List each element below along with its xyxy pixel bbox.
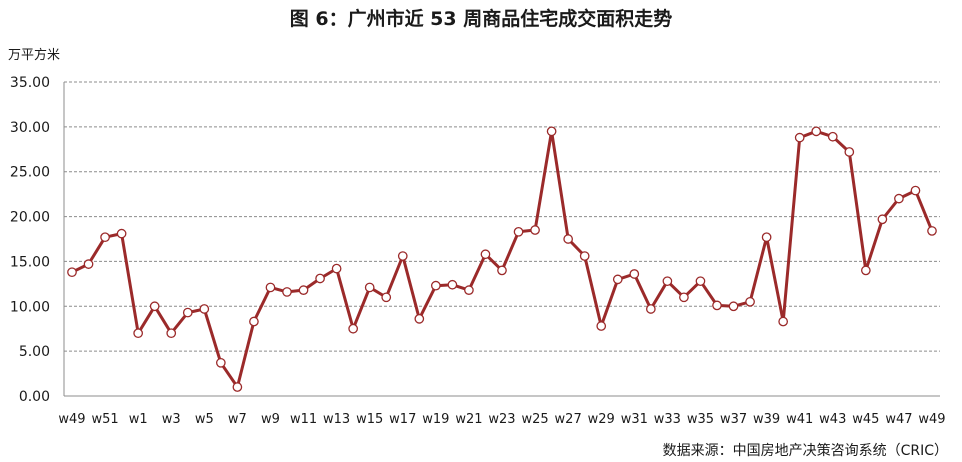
data-point: [215, 357, 226, 368]
data-point: [166, 328, 177, 339]
x-tick-label: w17: [389, 412, 416, 427]
y-tick-label: 0.00: [19, 389, 50, 405]
series-group: [67, 126, 937, 392]
x-tick-label: w39: [753, 412, 780, 427]
y-tick-label: 35.00: [10, 75, 50, 91]
x-tick-label: w45: [852, 412, 879, 427]
data-point: [679, 292, 689, 303]
data-point: [414, 313, 425, 324]
x-tick-label: w19: [422, 412, 449, 427]
data-point: [811, 126, 822, 137]
x-tick-label: w49: [58, 412, 85, 427]
data-point: [199, 304, 210, 314]
data-point: [761, 232, 772, 243]
y-tick-label: 20.00: [10, 210, 50, 226]
data-point: [397, 251, 408, 261]
y-tick-label: 10.00: [10, 299, 50, 315]
x-tick-label: w27: [555, 412, 582, 427]
data-point: [827, 131, 838, 142]
x-tick-label: w9: [261, 412, 280, 427]
data-point: [513, 226, 524, 237]
data-point: [364, 282, 375, 293]
data-point: [695, 276, 706, 287]
data-point: [645, 304, 656, 314]
y-tick-label: 25.00: [10, 165, 50, 181]
data-point: [728, 301, 739, 312]
data-point: [447, 279, 458, 290]
data-point: [149, 301, 160, 312]
data-point: [497, 265, 507, 276]
data-point: [894, 193, 904, 204]
data-point: [579, 251, 590, 261]
data-point: [563, 234, 574, 244]
data-point: [83, 259, 94, 269]
data-point: [612, 274, 623, 285]
x-tick-label: w5: [195, 412, 214, 427]
y-tick-label: 30.00: [10, 120, 50, 136]
x-tick-label: w47: [885, 412, 912, 427]
data-point: [298, 285, 309, 295]
data-point: [480, 249, 491, 260]
source-note: 数据来源：中国房地产决策咨询系统（CRIC）: [662, 443, 948, 459]
x-tick-label: w25: [521, 412, 548, 427]
data-point: [348, 323, 359, 334]
data-point: [182, 307, 193, 318]
data-point: [265, 282, 276, 293]
data-point: [232, 382, 243, 392]
x-tick-label: w29: [588, 412, 615, 427]
x-tick-label: w7: [228, 412, 247, 427]
data-point: [67, 267, 77, 278]
data-point: [464, 285, 474, 295]
x-tick-label: w3: [162, 412, 181, 427]
y-tick-label: 5.00: [19, 344, 50, 360]
data-point: [331, 263, 342, 274]
data-point: [629, 269, 640, 279]
axes: [63, 82, 940, 397]
x-tick-label: w23: [488, 412, 515, 427]
data-point: [844, 147, 855, 157]
x-tick-label: w49: [918, 412, 945, 427]
data-point: [778, 316, 789, 327]
data-point: [794, 132, 805, 143]
x-tick-label: w35: [687, 412, 714, 427]
data-point: [910, 185, 921, 196]
x-tick-label: w43: [819, 412, 846, 427]
x-tick-label: w31: [621, 412, 648, 427]
x-tick-label: w37: [720, 412, 747, 427]
x-tick-label: w33: [654, 412, 681, 427]
data-point: [745, 296, 755, 307]
data-point: [430, 280, 441, 291]
x-tick-label: w51: [91, 412, 118, 427]
y-tick-label: 15.00: [10, 254, 50, 270]
data-point: [927, 226, 937, 236]
x-tick-label: w13: [323, 412, 350, 427]
series-line: [71, 129, 934, 389]
data-point: [116, 228, 127, 239]
data-point: [877, 214, 888, 225]
data-point: [100, 232, 110, 243]
data-point: [546, 126, 557, 137]
data-point: [662, 276, 673, 287]
y-axis-unit-label: 万平方米: [8, 48, 61, 63]
data-point: [860, 265, 871, 276]
data-point: [530, 225, 540, 235]
x-tick-label: w1: [129, 412, 148, 427]
data-point: [596, 321, 607, 331]
data-point: [249, 316, 259, 327]
x-tick-labels: w49 w51 w1 w3 w5 w7 w9 w11 w13 w15 w17 w19 w21 w23 w25…: [58, 412, 945, 427]
x-tick-label: w11: [290, 412, 317, 427]
data-point: [282, 287, 292, 297]
data-point: [315, 273, 325, 284]
x-tick-label: w41: [786, 412, 813, 427]
data-point: [381, 292, 392, 303]
x-tick-label: w15: [356, 412, 383, 427]
data-point: [712, 300, 722, 311]
chart-title: 图 6：广州市近 53 周商品住宅成交面积走势: [289, 8, 673, 30]
x-tick-label: w21: [455, 412, 482, 427]
y-tick-labels: 0.00 5.00 10.00 15.00 20.00 25.00 30.00 35.00: [10, 75, 50, 405]
data-point: [133, 328, 144, 339]
